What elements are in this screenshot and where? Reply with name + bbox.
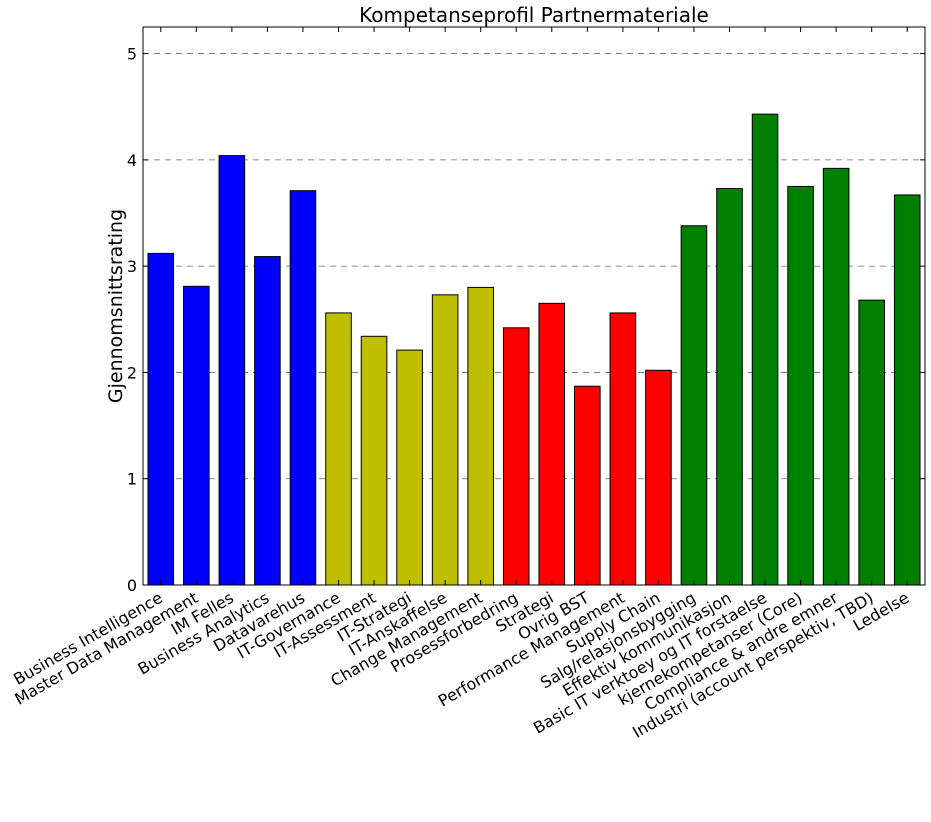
chart-title: Kompetanseprofil Partnermateriale [359, 3, 709, 27]
y-tick-label: 0 [127, 576, 137, 595]
bars [147, 113, 921, 586]
bar [858, 299, 885, 586]
bar [574, 385, 601, 586]
bar [360, 335, 388, 586]
bar [893, 194, 921, 586]
y-tick-label: 3 [127, 257, 137, 276]
y-tick-label: 2 [127, 363, 137, 382]
bar [147, 252, 175, 586]
y-tick-label: 4 [127, 151, 137, 170]
bar [467, 286, 494, 586]
bar [716, 188, 743, 586]
bar [680, 225, 708, 586]
bar [325, 312, 352, 586]
bar [183, 285, 210, 586]
bar [218, 155, 246, 586]
bar [787, 185, 814, 586]
bar [396, 349, 423, 586]
y-tick-label: 1 [127, 470, 137, 489]
bar [289, 190, 317, 586]
bar [502, 327, 530, 586]
bar [609, 312, 637, 586]
bar [645, 369, 672, 586]
plot-frame [142, 26, 926, 586]
bar [254, 256, 281, 586]
bar [431, 294, 459, 586]
bar [751, 113, 779, 586]
bar [538, 302, 566, 586]
y-axis-label: Gjennomsnittsrating [105, 209, 127, 403]
y-tick-label: 5 [127, 45, 137, 64]
bar [822, 167, 850, 586]
